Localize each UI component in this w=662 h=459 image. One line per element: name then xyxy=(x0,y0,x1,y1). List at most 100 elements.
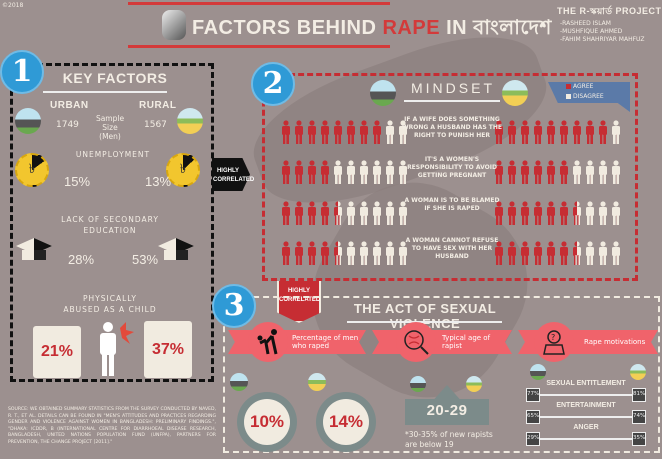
urban-motivation: 65% xyxy=(526,410,540,424)
person-icon xyxy=(586,160,594,184)
person-icon xyxy=(534,120,542,144)
section-mindset xyxy=(262,73,638,281)
person-icon xyxy=(560,160,568,184)
person-icon xyxy=(347,120,355,144)
person-icon xyxy=(399,120,407,144)
section-number: 2 xyxy=(251,62,295,106)
urban-men-raped: 10% xyxy=(244,399,290,445)
person-icon xyxy=(373,201,381,225)
author: -RASHEED ISLAM xyxy=(560,20,611,27)
mindset-statement: A WOMAN CANNOT REFUSE TO HAVE SEX WITH H… xyxy=(405,237,499,260)
urban-unemployment: 15% xyxy=(64,174,91,189)
person-icon xyxy=(547,120,555,144)
svg-text:?: ? xyxy=(551,333,555,342)
taka-coin-icon: ৳ xyxy=(166,153,200,187)
person-icon xyxy=(334,201,342,225)
education-label-line: LACK OF SECONDARY xyxy=(61,215,159,224)
source-note: SOURCE: WE OBTAINED SUMMARY STATISTICS F… xyxy=(8,407,217,445)
agree-swatch xyxy=(566,84,571,89)
section-number: 1 xyxy=(0,50,44,94)
person-icon xyxy=(334,160,342,184)
copyright: ©2018 xyxy=(2,2,24,9)
person-icon xyxy=(308,160,316,184)
person-icon xyxy=(586,201,594,225)
person-icon xyxy=(321,241,329,265)
project-name: THE R-স্কয়ার্ড PROJECT xyxy=(557,6,662,16)
person-icon xyxy=(534,241,542,265)
typical-age: 20-29 xyxy=(426,402,468,419)
motivation-name: ENTERTAINMENT xyxy=(556,402,616,409)
person-icon xyxy=(347,201,355,225)
person-icon xyxy=(347,160,355,184)
section-key-factors xyxy=(10,63,214,382)
mindset-statement: A WOMAN IS TO BE BLAMED IF SHE IS RAPED xyxy=(404,197,500,212)
person-icon xyxy=(521,120,529,144)
taka-symbol: ৳ xyxy=(28,162,36,177)
person-icon xyxy=(612,201,620,225)
highly-correlated-label: HIGHLY CORRELATED xyxy=(213,167,255,185)
agree-label: AGREE xyxy=(573,83,594,90)
urban-sample: 1749 xyxy=(56,120,79,130)
urban-men-raped-ring: 10% xyxy=(237,392,297,452)
rural-response-figures xyxy=(493,241,622,265)
rural-label: RURAL xyxy=(139,100,177,111)
person-icon xyxy=(334,120,342,144)
person-icon xyxy=(295,120,303,144)
urban-abuse-bar: 21% xyxy=(33,326,81,378)
legend-disagree: DISAGREE xyxy=(566,93,604,100)
rural-response-figures xyxy=(493,120,622,144)
sample-sub: (Men) xyxy=(99,132,121,141)
person-icon xyxy=(560,201,568,225)
person-icon xyxy=(612,160,620,184)
person-icon xyxy=(599,201,607,225)
person-icon xyxy=(560,120,568,144)
urban-response-figures xyxy=(280,241,409,265)
abuse-label-line: ABUSED AS A CHILD xyxy=(63,305,157,314)
person-icon xyxy=(386,160,394,184)
rural-scene-icon xyxy=(308,373,326,391)
urban-response-figures xyxy=(280,160,409,184)
person-icon xyxy=(295,241,303,265)
person-icon xyxy=(360,241,368,265)
sample-size-label: Sample Size (Men) xyxy=(90,114,130,141)
urban-education: 28% xyxy=(68,252,95,267)
person-icon xyxy=(495,241,503,265)
motivations-label: Rape motivations xyxy=(584,338,646,346)
motivation-name: SEXUAL ENTITLEMENT xyxy=(546,380,626,387)
person-icon xyxy=(399,201,407,225)
person-icon xyxy=(599,160,607,184)
person-icon xyxy=(573,241,581,265)
person-icon xyxy=(282,120,290,144)
person-icon xyxy=(386,201,394,225)
person-icon xyxy=(573,201,581,225)
person-icon xyxy=(282,201,290,225)
age-label: Typical age of rapist xyxy=(442,334,491,350)
section-sexual-violence xyxy=(223,296,660,453)
person-icon xyxy=(360,120,368,144)
urban-motivation: 29% xyxy=(526,432,540,446)
hc-line: CORRELATED xyxy=(213,177,255,183)
urban-scene-icon xyxy=(370,80,396,106)
education-label: LACK OF SECONDARY EDUCATION xyxy=(40,214,180,236)
section-title: KEY FACTORS xyxy=(62,70,168,86)
person-icon xyxy=(612,241,620,265)
person-icon xyxy=(547,160,555,184)
person-icon xyxy=(386,241,394,265)
rural-men-raped: 14% xyxy=(323,399,369,445)
rural-men-raped-ring: 14% xyxy=(316,392,376,452)
rural-motivation: 35% xyxy=(632,432,646,446)
person-icon xyxy=(347,241,355,265)
hand-icon xyxy=(162,10,186,40)
men-raped-label: Percentage of men who raped xyxy=(292,334,359,350)
urban-response-figures xyxy=(280,120,409,144)
taka-coin-icon: ৳ xyxy=(15,153,49,187)
title-underline xyxy=(404,100,500,102)
motivation-row: 65% ENTERTAINMENT 74% xyxy=(526,402,646,424)
person-icon xyxy=(495,160,503,184)
sample-label: Sample Size xyxy=(95,114,125,132)
person-icon xyxy=(360,160,368,184)
person-icon xyxy=(308,120,316,144)
mindset-statement: IF A WIFE DOES SOMETHING WRONG A HUSBAND… xyxy=(402,116,502,139)
age-note: *30-35% of new rapists are below 19 xyxy=(405,430,493,449)
person-icon xyxy=(308,241,316,265)
